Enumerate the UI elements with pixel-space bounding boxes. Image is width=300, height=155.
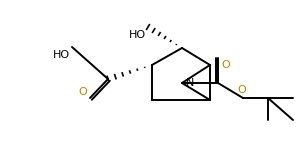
Text: HO: HO	[53, 50, 70, 60]
Text: O: O	[238, 85, 246, 95]
Text: O: O	[221, 60, 230, 70]
Text: O: O	[78, 87, 87, 97]
Text: HO: HO	[129, 30, 146, 40]
Text: N: N	[186, 78, 194, 88]
